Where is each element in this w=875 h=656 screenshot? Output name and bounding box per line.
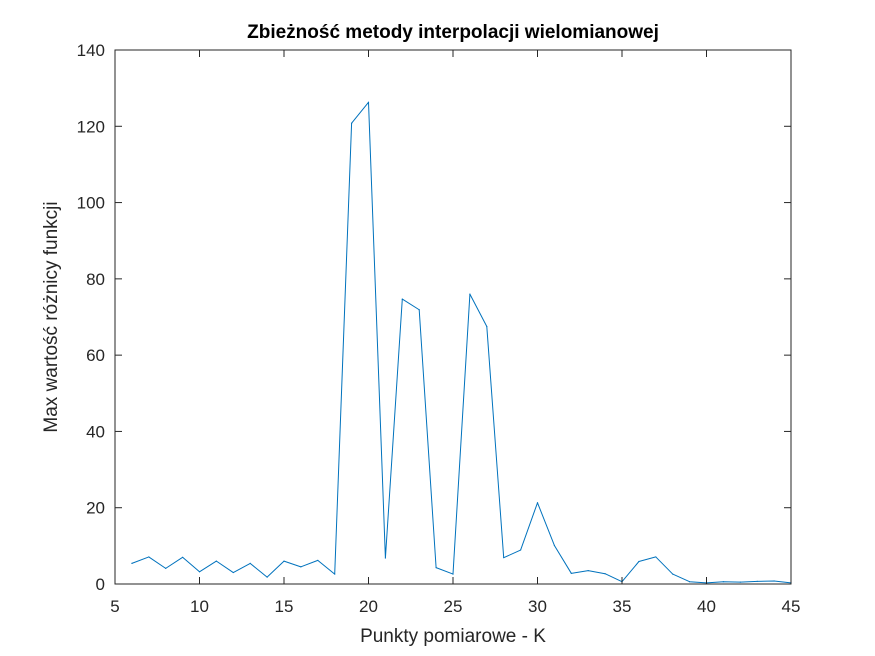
y-axis-label: Max wartość różnicy funkcji <box>41 201 62 432</box>
data-point <box>655 556 657 558</box>
y-tick-label: 40 <box>86 422 105 441</box>
data-point <box>486 325 488 328</box>
x-tick-label: 10 <box>190 597 209 616</box>
x-tick-label: 20 <box>359 597 378 616</box>
y-tick-label: 120 <box>77 117 105 136</box>
data-point <box>452 573 454 575</box>
y-tick-label: 20 <box>86 499 105 518</box>
y-tick-label: 0 <box>96 575 105 594</box>
data-point <box>182 556 184 558</box>
y-ticks: 0 20 40 60 80 100 120 140 <box>77 41 791 594</box>
x-axis-label: Punkty pomiarowe - K <box>360 626 546 647</box>
data-point <box>570 572 572 574</box>
plot-area <box>115 50 791 584</box>
chart-title: Zbieżność metody interpolacji wielomiano… <box>247 22 659 43</box>
x-tick-label: 30 <box>528 597 547 616</box>
data-point <box>739 581 741 583</box>
data-point <box>148 556 150 558</box>
y-tick-label: 80 <box>86 270 105 289</box>
data-point <box>300 566 302 568</box>
data-point <box>469 293 471 295</box>
x-tick-label: 25 <box>444 597 463 616</box>
x-ticks: 5 10 15 20 25 30 35 40 45 <box>110 50 800 616</box>
x-tick-label: 5 <box>110 597 119 616</box>
data-point <box>536 502 539 504</box>
data-point <box>198 571 201 573</box>
data-point <box>435 567 437 569</box>
data-point <box>503 557 505 559</box>
data-point <box>266 576 268 578</box>
x-tick-label: 45 <box>782 597 801 616</box>
data-point <box>283 560 285 562</box>
data-point <box>215 560 217 562</box>
data-point <box>756 580 758 582</box>
data-point <box>587 570 589 572</box>
data-point <box>418 309 420 311</box>
data-point <box>520 549 522 551</box>
x-tick-label: 35 <box>613 597 632 616</box>
data-point <box>689 581 691 583</box>
data-point <box>672 573 674 575</box>
data-point <box>638 560 640 563</box>
data-point <box>773 580 775 582</box>
data-point <box>317 559 319 561</box>
data-point <box>367 101 370 103</box>
series-line-0 <box>131 101 792 584</box>
data-point <box>553 544 556 547</box>
data-point <box>722 581 725 583</box>
y-tick-label: 100 <box>77 194 105 213</box>
data-point <box>351 122 353 124</box>
data-point <box>131 562 133 565</box>
y-tick-label: 140 <box>77 41 105 60</box>
y-tick-label: 60 <box>86 346 105 365</box>
data-point <box>384 557 386 559</box>
data-point <box>165 567 167 569</box>
data-point <box>249 562 251 565</box>
data-point <box>401 298 403 300</box>
x-tick-label: 40 <box>697 597 716 616</box>
data-point <box>334 573 336 575</box>
series-layer <box>131 101 792 584</box>
data-point <box>604 573 606 575</box>
data-point <box>232 571 234 574</box>
x-tick-label: 15 <box>275 597 294 616</box>
